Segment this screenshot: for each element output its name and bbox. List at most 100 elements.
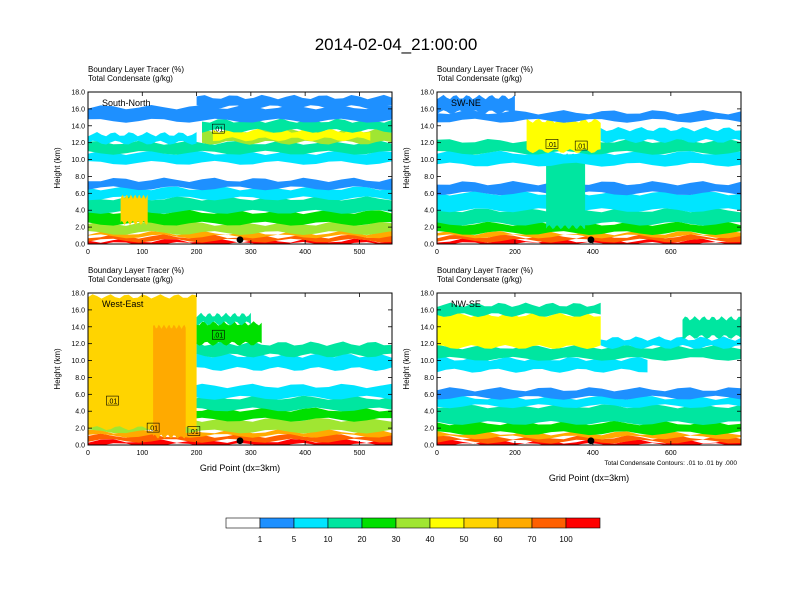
panel-header-line1: Boundary Layer Tracer (%) [88, 266, 184, 275]
contour-band [196, 353, 392, 371]
plot-area: .01 [88, 92, 392, 244]
x-tick-label: 400 [299, 450, 311, 457]
plot-frame [436, 292, 742, 446]
panel-label: West-East [102, 299, 144, 309]
contour-band [437, 94, 515, 115]
contour-band [437, 404, 741, 425]
y-tick-label: 14.0 [420, 123, 434, 130]
x-tick-label: 400 [587, 450, 599, 457]
y-axis-label: Height (km) [402, 147, 411, 189]
y-tick-label: 10.0 [420, 157, 434, 164]
y-tick-label: 10.0 [420, 358, 434, 365]
panel-header-line1: Boundary Layer Tracer (%) [437, 65, 533, 74]
plot-area: .01 .01 [437, 92, 741, 244]
legend-label: 20 [358, 535, 367, 544]
plot-area [437, 293, 741, 445]
legend-swatch [259, 517, 295, 529]
contour-band [600, 127, 741, 143]
legend-swatch [565, 517, 601, 529]
y-tick-label: 2.0 [75, 225, 85, 232]
contour-band [88, 196, 392, 214]
contour-label-box [545, 139, 559, 149]
legend-label: 5 [292, 535, 297, 544]
legend-label: 10 [324, 535, 333, 544]
x-tick-label: 200 [191, 450, 203, 457]
y-tick-label: 4.0 [75, 409, 85, 416]
legend-swatch [497, 517, 533, 529]
y-tick-label: 8.0 [75, 174, 85, 181]
contour-band [196, 341, 392, 358]
site-marker [236, 236, 244, 244]
y-tick-label: 18.0 [71, 291, 85, 298]
y-tick-label: 2.0 [424, 426, 434, 433]
x-tick-label: 500 [354, 249, 366, 256]
y-tick-label: 10.0 [71, 358, 85, 365]
y-tick-label: 18.0 [420, 291, 434, 298]
legend-swatch [361, 517, 397, 529]
contour-band [88, 132, 197, 145]
contour-band [546, 153, 586, 230]
contour-band [88, 209, 392, 226]
contour-band [526, 118, 601, 154]
x-tick-label: 500 [354, 450, 366, 457]
panel-header-line1: Boundary Layer Tracer (%) [88, 65, 184, 74]
y-tick-label: 8.0 [424, 375, 434, 382]
y-axis-label: Height (km) [402, 348, 411, 390]
contour-band [88, 177, 392, 191]
plot-frame [87, 91, 393, 245]
contour-label-box [211, 329, 225, 340]
legend-label: 30 [392, 535, 401, 544]
x-axis-label: Grid Point (dx=3km) [549, 473, 629, 483]
contour-band [88, 186, 392, 201]
x-tick-label: 200 [191, 249, 203, 256]
contour-band [212, 128, 371, 142]
y-tick-label: 10.0 [71, 157, 85, 164]
panel-label: South-North [102, 98, 151, 108]
figure-title: 2014-02-04_21:00:00 [315, 35, 478, 54]
y-tick-label: 2.0 [424, 225, 434, 232]
contour-band [437, 387, 741, 400]
contour-band [437, 312, 601, 349]
y-tick-label: 16.0 [71, 307, 85, 314]
y-tick-label: 0.0 [75, 242, 85, 249]
contour-band [437, 238, 741, 244]
y-tick-label: 16.0 [420, 106, 434, 113]
contour-band [682, 316, 741, 339]
y-tick-label: 6.0 [424, 392, 434, 399]
contour-band [88, 140, 392, 155]
y-tick-label: 8.0 [424, 174, 434, 181]
x-tick-label: 0 [86, 450, 90, 457]
legend-label: 70 [528, 535, 537, 544]
legend-label: 1 [258, 535, 263, 544]
contour-label: .01 [213, 333, 223, 340]
contour-band [437, 395, 741, 409]
contour-band [437, 191, 741, 213]
panel-label: NW-SE [451, 299, 481, 309]
panel-header-line2: Total Condensate (g/kg) [88, 74, 173, 83]
contour-label: .01 [213, 127, 223, 134]
legend-label: 60 [494, 535, 503, 544]
panel-header-line2: Total Condensate (g/kg) [437, 275, 522, 284]
contour-band [196, 321, 262, 346]
y-tick-label: 6.0 [75, 392, 85, 399]
x-tick-label: 0 [435, 249, 439, 256]
color-legend: 1 5 10 20 30 40 50 60 70 100 [225, 517, 601, 544]
panels: .01 0.0 2.0 4.0 6.0 8.0 10.0 12.0 14.0 16.0 18.0 0 1… [53, 65, 742, 483]
legend-label: 40 [426, 535, 435, 544]
contour-band [437, 208, 741, 226]
x-tick-label: 400 [587, 249, 599, 256]
contour-band [196, 94, 392, 110]
x-tick-label: 100 [136, 450, 148, 457]
y-axis-label: Height (km) [53, 147, 62, 189]
x-tick-label: 0 [435, 450, 439, 457]
y-tick-label: 4.0 [424, 208, 434, 215]
x-tick-label: 300 [245, 450, 257, 457]
contour-band [153, 324, 186, 439]
contour-label: .01 [189, 429, 199, 436]
contour-label: .01 [576, 144, 586, 151]
x-tick-label: 300 [245, 249, 257, 256]
contour-label: .01 [547, 142, 557, 149]
y-tick-label: 0.0 [75, 443, 85, 450]
y-tick-label: 16.0 [420, 307, 434, 314]
x-tick-label: 100 [136, 249, 148, 256]
